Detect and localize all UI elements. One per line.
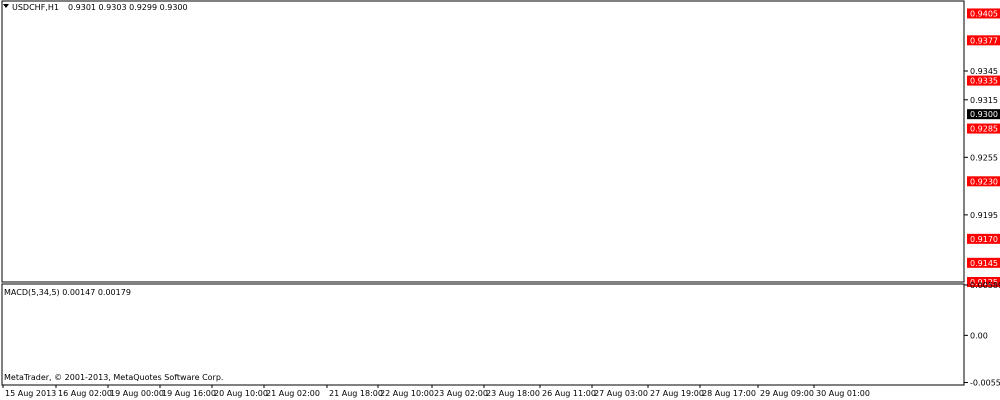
- time-axis-label: 27 Aug 03:00: [594, 389, 648, 398]
- time-axis-label: 15 Aug 2013: [5, 389, 56, 398]
- current-price-box: [967, 109, 1000, 120]
- price-axis-label: 0.9345: [970, 67, 998, 76]
- level-price-label: 0.9170: [970, 235, 998, 244]
- time-axis-label: 19 Aug 00:00: [110, 389, 164, 398]
- level-price-box[interactable]: [967, 75, 1000, 86]
- time-axis-label: 20 Aug 10:00: [214, 389, 268, 398]
- ohlc-label: 0.9301 0.9303 0.9299 0.9300: [68, 3, 188, 12]
- price-panel-border: [1, 0, 965, 283]
- level-price-box[interactable]: [967, 233, 1000, 244]
- level-price-box[interactable]: [967, 8, 1000, 19]
- level-price-label: 0.9145: [970, 259, 998, 268]
- time-axis-label: 28 Aug 17:00: [702, 389, 756, 398]
- time-axis-label: 16 Aug 02:00: [58, 389, 112, 398]
- level-price-label: 0.9285: [970, 125, 998, 134]
- price-axis-label: 0.9315: [970, 96, 998, 105]
- level-price-box[interactable]: [967, 35, 1000, 46]
- time-axis-label: 30 Aug 01:00: [816, 389, 870, 398]
- time-axis-label: 23 Aug 02:00: [434, 389, 488, 398]
- macd-label: MACD(5,34,5) 0.00147 0.00179: [4, 288, 131, 297]
- time-axis-label: 27 Aug 19:00: [650, 389, 704, 398]
- chart-labels: USDCHF,H1 0.9301 0.9303 0.9299 0.9300 MA…: [2, 3, 1000, 398]
- time-axis-label: 29 Aug 09:00: [760, 389, 814, 398]
- price-axis-label: 0.9195: [970, 211, 998, 220]
- level-price-label: 0.9405: [970, 9, 998, 18]
- symbol-label: USDCHF,H1: [12, 3, 59, 12]
- level-price-label: 0.9125: [970, 278, 998, 287]
- time-axis-label: 19 Aug 16:00: [162, 389, 216, 398]
- macd-axis-label: 0.00589: [970, 281, 1000, 290]
- time-axis-label: 26 Aug 11:00: [542, 389, 596, 398]
- time-axis-label: 21 Aug 02:00: [266, 389, 320, 398]
- macd-panel-border: [1, 283, 965, 386]
- time-axis-label: 21 Aug 18:00: [329, 389, 383, 398]
- time-axis-label: 23 Aug 18:00: [486, 389, 540, 398]
- level-price-label: 0.9230: [970, 177, 998, 186]
- level-price-box[interactable]: [967, 123, 1000, 134]
- price-axis-label: 0.9255: [970, 153, 998, 162]
- level-price-box[interactable]: [967, 277, 1000, 287]
- level-price-label: 0.9335: [970, 77, 998, 86]
- macd-axis-label: 0.00: [970, 331, 988, 340]
- level-price-label: 0.9377: [970, 36, 998, 45]
- time-axis-label: 22 Aug 10:00: [380, 389, 434, 398]
- current-price-label: 0.9300: [970, 110, 998, 119]
- triangle-down-icon[interactable]: [3, 4, 9, 8]
- watermark-text: MetaTrader, © 2001-2013, MetaQuotes Soft…: [4, 373, 223, 382]
- level-price-box[interactable]: [967, 176, 1000, 187]
- level-price-box[interactable]: [967, 257, 1000, 268]
